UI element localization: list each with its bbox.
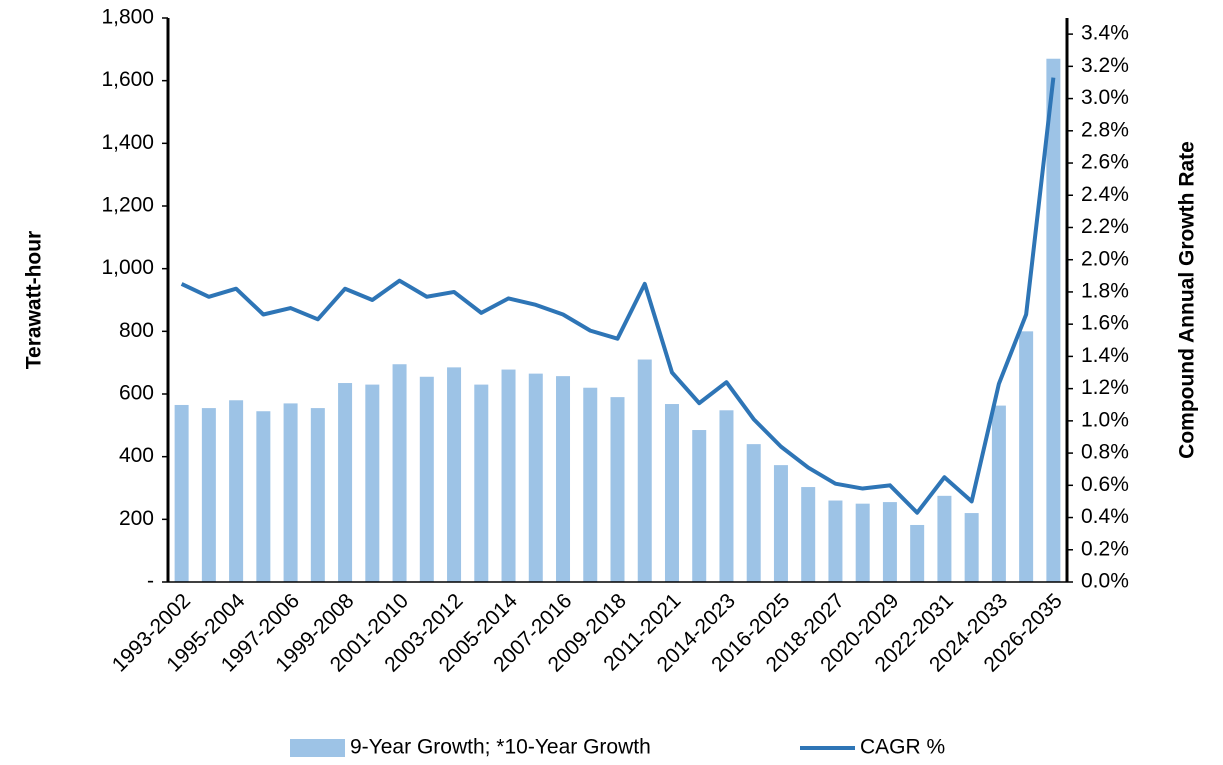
bar: [174, 404, 189, 582]
y2-tick-label: 0.2%: [1081, 537, 1129, 560]
y2-tick-label: 0.6%: [1081, 473, 1129, 496]
y2-tick-label: 1.8%: [1081, 279, 1129, 302]
y2-axis-title: Compound Annual Growth Rate: [1176, 141, 1199, 459]
bar: [882, 502, 897, 582]
bar: [310, 408, 325, 582]
y2-tick-label: 3.2%: [1081, 54, 1129, 77]
bar: [556, 376, 571, 582]
y-tick-label: 200: [119, 507, 154, 530]
bar: [964, 513, 979, 582]
bar: [283, 403, 298, 582]
y2-tick-label: 3.0%: [1081, 86, 1129, 109]
y2-tick-label: 1.6%: [1081, 312, 1129, 335]
bar: [1019, 331, 1034, 582]
bar: [610, 397, 625, 582]
bar: [773, 465, 788, 582]
bar: [447, 367, 462, 582]
legend-swatch: [290, 739, 345, 757]
bar: [801, 487, 816, 582]
y-tick-label: 1,200: [101, 194, 154, 217]
y2-tick-label: 1.0%: [1081, 408, 1129, 431]
bar: [692, 430, 707, 582]
legend-label: 9-Year Growth; *10-Year Growth: [350, 736, 651, 759]
bar: [855, 503, 870, 582]
bar: [528, 373, 543, 582]
bar: [583, 387, 598, 582]
line: [180, 77, 1056, 515]
bar: [201, 408, 216, 582]
bar: [910, 524, 925, 582]
bar: [229, 400, 244, 582]
y2-tick-label: 2.8%: [1081, 118, 1129, 141]
bar: [664, 404, 679, 582]
bar: [828, 500, 843, 582]
bar: [338, 383, 353, 582]
y2-tick-label: 0.4%: [1081, 505, 1129, 528]
y2-tick-label: 0.8%: [1081, 441, 1129, 464]
y-tick-label: 1,600: [101, 68, 154, 91]
bar: [256, 411, 271, 582]
bar: [719, 410, 734, 582]
y2-tick-label: 1.2%: [1081, 376, 1129, 399]
y-tick-label: -: [147, 570, 154, 593]
y2-tick-label: 2.0%: [1081, 247, 1129, 270]
y2-tick-label: 2.4%: [1081, 183, 1129, 206]
y-tick-label: 1,800: [101, 6, 154, 29]
y-tick-label: 400: [119, 444, 154, 467]
y2-tick-label: 1.4%: [1081, 344, 1129, 367]
bar: [937, 495, 952, 582]
bar: [474, 384, 489, 582]
bar: [365, 384, 380, 582]
y-tick-label: 1,000: [101, 256, 154, 279]
y2-tick-label: 0.0%: [1081, 570, 1129, 593]
legend-label: CAGR %: [860, 736, 945, 759]
bar: [1046, 58, 1061, 582]
bar: [419, 376, 434, 582]
y-axis-title: Terawatt-hour: [23, 231, 46, 369]
bar: [501, 369, 516, 582]
y-tick-label: 1,400: [101, 131, 154, 154]
bar: [746, 444, 761, 582]
y2-tick-label: 2.2%: [1081, 215, 1129, 238]
y2-tick-label: 3.4%: [1081, 22, 1129, 45]
y-tick-label: 600: [119, 382, 154, 405]
bar: [991, 405, 1006, 582]
y2-tick-label: 2.6%: [1081, 151, 1129, 174]
y-tick-label: 800: [119, 319, 154, 342]
bar: [637, 359, 652, 582]
bar: [392, 364, 407, 582]
